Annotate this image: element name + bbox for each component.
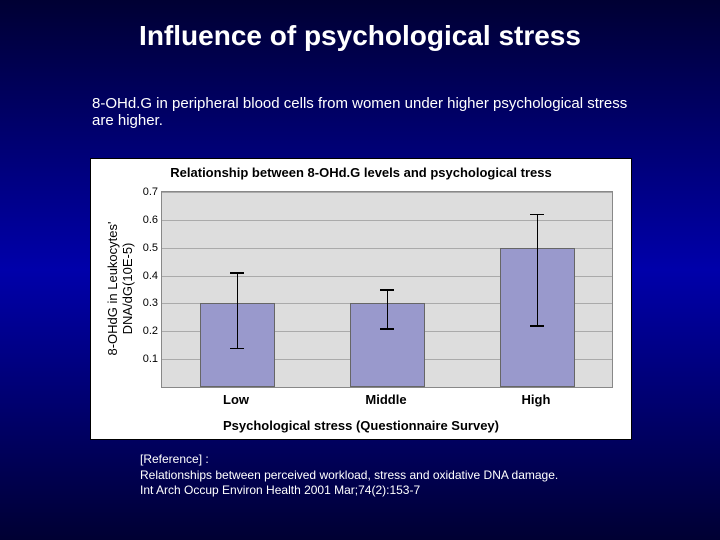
y-tick: 0.2 [143, 325, 158, 337]
error-cap [380, 289, 394, 291]
x-category: High [461, 392, 611, 407]
x-category: Low [161, 392, 311, 407]
y-tick: 0.7 [143, 186, 158, 198]
y-tick: 0.5 [143, 242, 158, 254]
grid-line [162, 192, 612, 193]
error-cap [230, 272, 244, 274]
slide-title: Influence of psychological stress [0, 20, 720, 52]
slide-subtitle: 8-OHd.G in peripheral blood cells from w… [92, 95, 632, 129]
y-tick: 0.4 [143, 270, 158, 282]
error-bar [237, 273, 239, 348]
y-tick: 0.6 [143, 214, 158, 226]
y-axis-label: 8-OHdG in Leukocytes' DNA/dG(10E-5) [105, 191, 135, 386]
plot-area: 0.10.20.30.40.50.60.7 [161, 191, 613, 388]
error-cap [230, 348, 244, 350]
chart-title: Relationship between 8-OHd.G levels and … [91, 165, 631, 180]
x-axis-label: Psychological stress (Questionnaire Surv… [91, 418, 631, 433]
error-cap [380, 328, 394, 330]
error-bar [537, 214, 539, 325]
reference-line1: Relationships between perceived workload… [140, 468, 558, 482]
x-category: Middle [311, 392, 461, 407]
grid-line [162, 220, 612, 221]
error-cap [530, 325, 544, 327]
reference-label: [Reference] : [140, 452, 209, 466]
slide-root: { "title": "Influence of psychological s… [0, 0, 720, 540]
y-tick: 0.1 [143, 353, 158, 365]
y-tick: 0.3 [143, 297, 158, 309]
reference-block: [Reference] : Relationships between perc… [140, 452, 630, 499]
error-bar [387, 290, 389, 329]
error-cap [530, 214, 544, 216]
reference-line2: Int Arch Occup Environ Health 2001 Mar;7… [140, 483, 420, 497]
chart-container: Relationship between 8-OHd.G levels and … [90, 158, 632, 440]
